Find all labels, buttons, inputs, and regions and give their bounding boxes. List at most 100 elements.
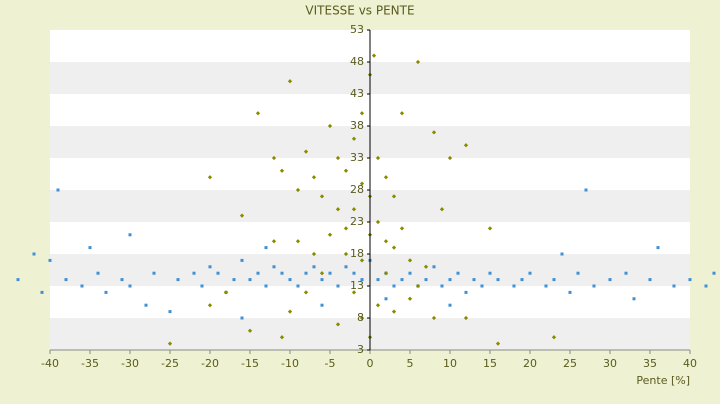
point: [303, 149, 309, 154]
x-tick-label: 30: [603, 357, 617, 370]
point: [192, 271, 196, 275]
point: [487, 226, 493, 231]
point: [648, 278, 652, 282]
point: [432, 265, 436, 269]
point: [280, 271, 284, 275]
point: [239, 213, 245, 218]
point: [375, 303, 381, 308]
point: [287, 309, 293, 314]
point: [688, 278, 692, 282]
point: [343, 226, 349, 231]
point: [295, 239, 301, 244]
point: [240, 258, 244, 262]
y-tick-label: 8: [357, 311, 364, 324]
point: [271, 155, 277, 161]
point: [16, 278, 20, 282]
point: [335, 155, 341, 161]
point: [240, 316, 244, 320]
point: [312, 265, 316, 269]
point: [480, 284, 484, 288]
point: [216, 271, 220, 275]
point: [447, 155, 453, 161]
point: [456, 271, 460, 275]
point: [407, 296, 413, 301]
point: [96, 271, 100, 275]
point: [144, 303, 148, 307]
point: [56, 188, 60, 192]
point: [704, 284, 708, 288]
x-tick-label: -35: [81, 357, 99, 370]
point: [295, 187, 301, 193]
point: [272, 265, 276, 269]
point: [463, 143, 469, 148]
point: [407, 258, 413, 263]
y-tick-label: 33: [350, 151, 364, 164]
point: [271, 239, 277, 244]
y-tick-label: 23: [350, 215, 364, 228]
point: [512, 284, 516, 288]
point: [415, 283, 421, 289]
point: [384, 297, 388, 301]
point: [656, 246, 660, 250]
point: [632, 297, 636, 301]
point: [128, 284, 132, 288]
point: [88, 246, 92, 250]
point: [672, 284, 676, 288]
point: [375, 155, 381, 161]
chart-title: VITESSE vs PENTE: [305, 4, 414, 18]
point: [80, 284, 84, 288]
point: [359, 315, 365, 321]
point: [168, 310, 172, 314]
point: [320, 303, 324, 307]
point: [351, 207, 357, 212]
point: [399, 226, 405, 231]
point: [351, 136, 357, 141]
point: [167, 341, 173, 346]
point: [335, 207, 341, 212]
point: [448, 303, 452, 307]
point: [64, 278, 68, 282]
y-tick-label: 43: [350, 87, 364, 100]
x-tick-label: 20: [523, 357, 537, 370]
y-tick-label: 18: [350, 247, 364, 260]
point: [624, 271, 628, 275]
point: [584, 188, 588, 192]
point: [528, 271, 532, 275]
point: [495, 341, 501, 346]
point: [327, 232, 333, 237]
point: [551, 335, 557, 340]
x-tick-label: -5: [325, 357, 336, 370]
point: [383, 175, 389, 180]
point: [544, 284, 548, 288]
point: [400, 278, 404, 282]
point: [439, 207, 445, 212]
point: [592, 284, 596, 288]
point: [359, 258, 365, 263]
point: [431, 130, 437, 135]
x-tick-label: -15: [241, 357, 259, 370]
point: [336, 284, 340, 288]
point: [448, 278, 452, 282]
x-tick-label: 25: [563, 357, 577, 370]
x-tick-label: -20: [201, 357, 219, 370]
point: [552, 278, 556, 282]
point: [200, 284, 204, 288]
point: [248, 278, 252, 282]
point: [320, 278, 324, 282]
point: [520, 278, 524, 282]
point: [343, 168, 349, 173]
point: [32, 252, 36, 256]
point: [223, 290, 229, 295]
point: [423, 264, 429, 269]
point: [464, 290, 468, 294]
point: [319, 271, 325, 276]
point: [311, 175, 317, 180]
point: [303, 290, 309, 295]
x-tick-label: 35: [643, 357, 657, 370]
point: [391, 194, 397, 199]
x-tick-label: 5: [407, 357, 414, 370]
point: [232, 278, 236, 282]
point: [383, 239, 389, 244]
y-tick-label: 28: [350, 183, 364, 196]
point: [712, 271, 716, 275]
